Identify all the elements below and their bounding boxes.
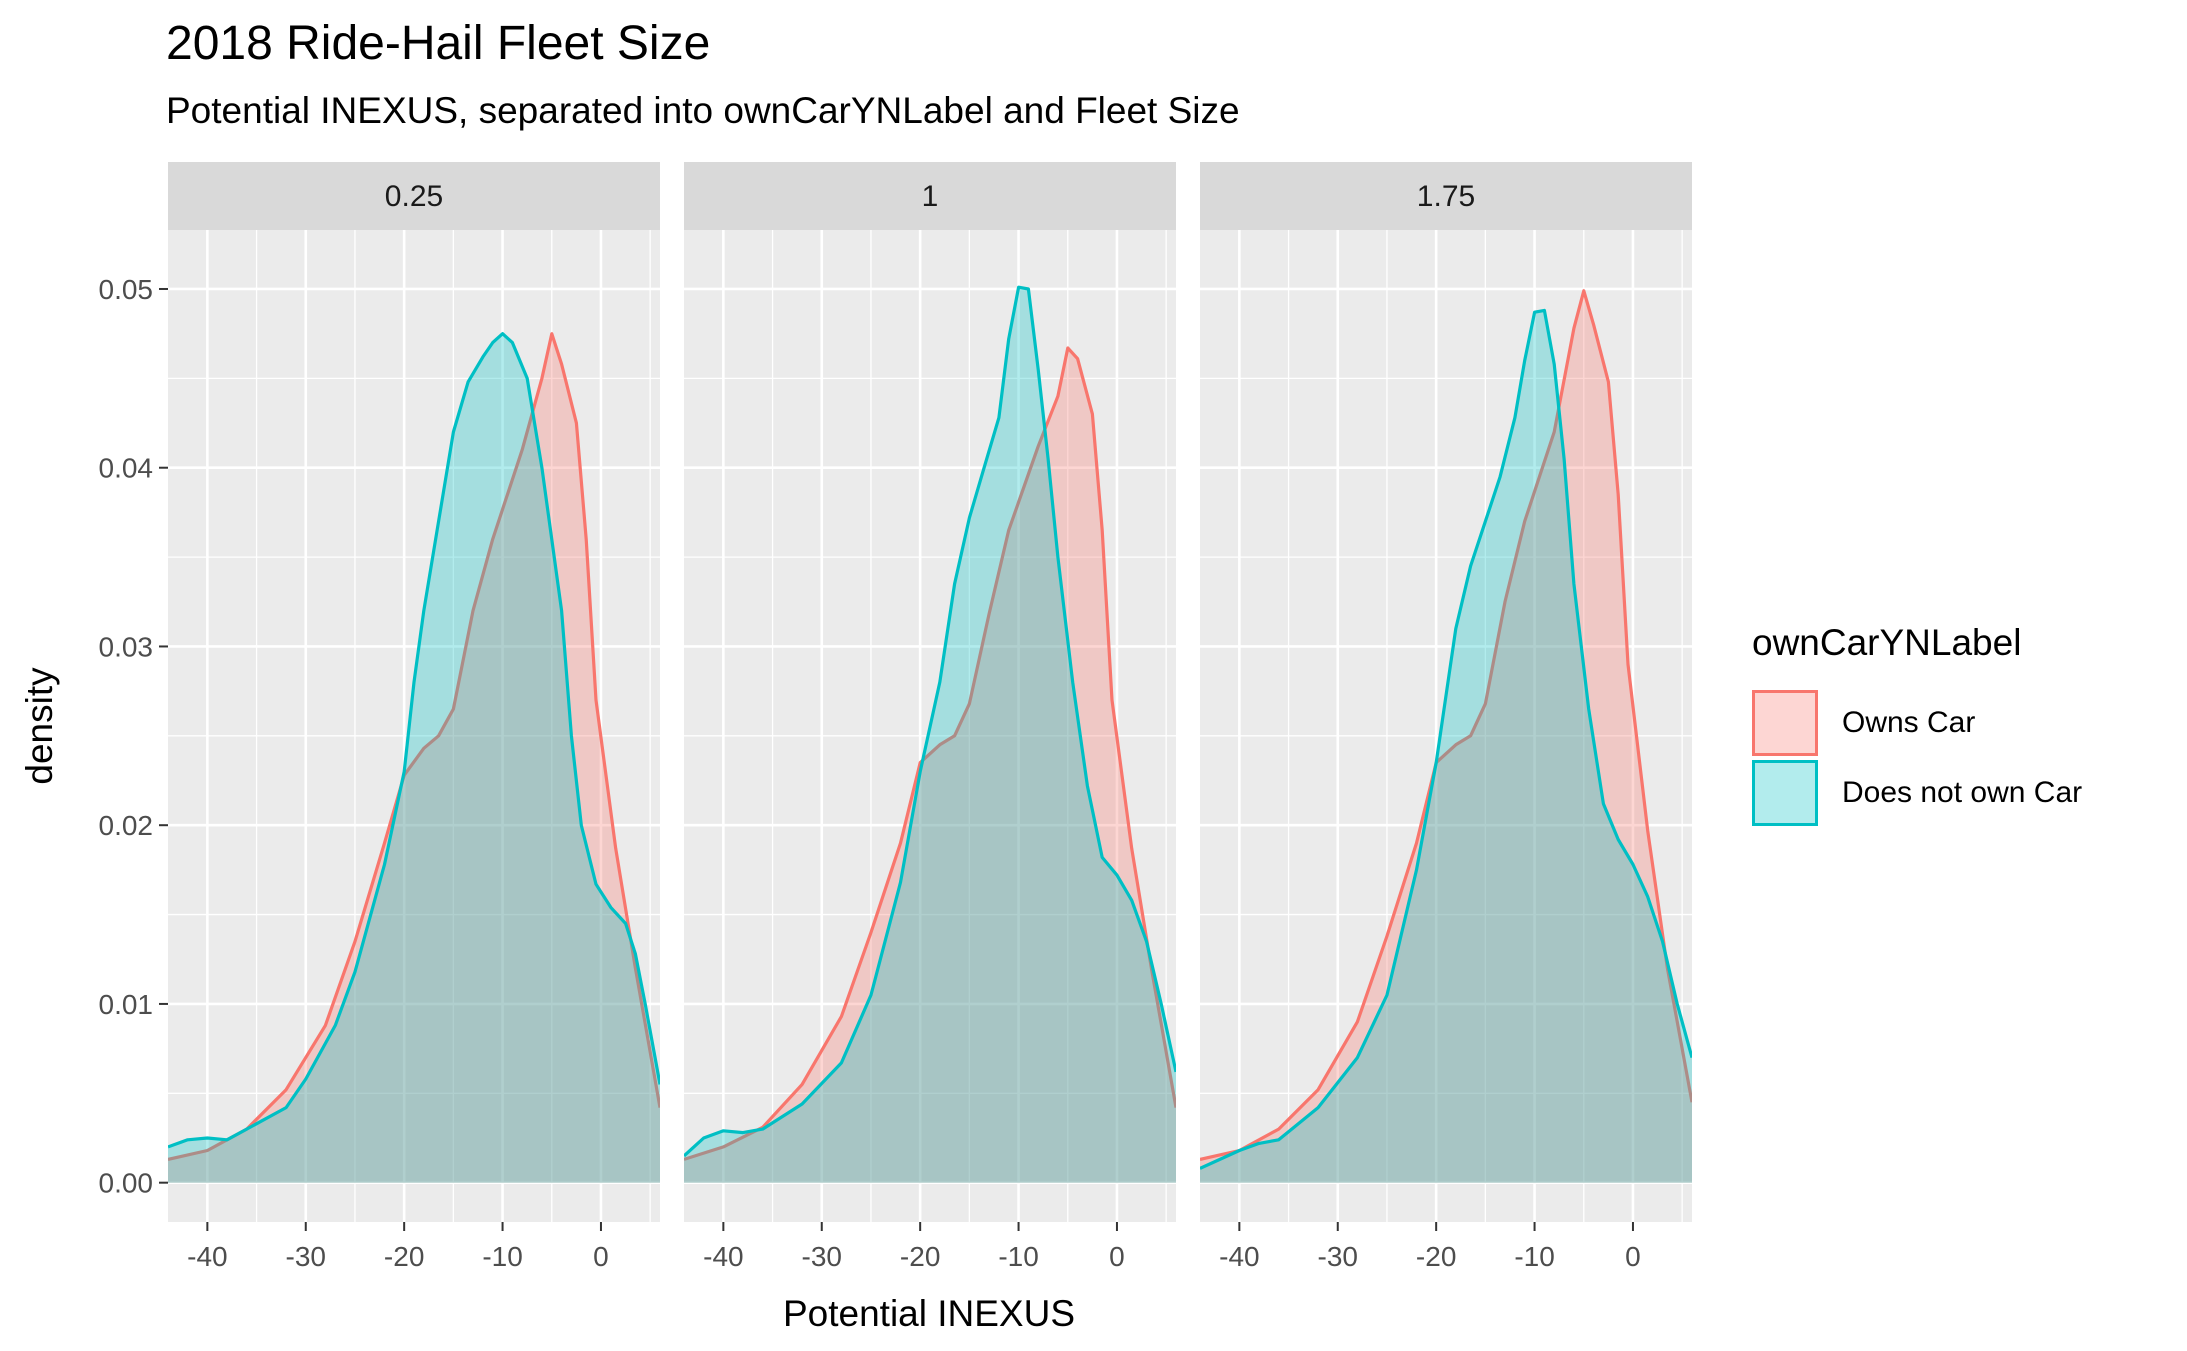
x-tick-label: 0 — [1625, 1241, 1641, 1272]
density-layer — [684, 285, 1176, 1183]
x-tick-label: -10 — [998, 1241, 1038, 1272]
density-line-owns-car — [684, 346, 1176, 1161]
y-tick-label: 0.03 — [99, 631, 154, 662]
density-line-does-not-own-car — [168, 332, 660, 1149]
x-tick-label: -20 — [384, 1241, 424, 1272]
x-tick-label: -40 — [1219, 1241, 1259, 1272]
facet-panel-1.75: 1.75 -40 -30 -20 -10 0 — [1200, 162, 1692, 1272]
x-axis-title: Potential INEXUS — [783, 1293, 1075, 1334]
y-tick-label: 0.02 — [99, 810, 154, 841]
density-layer — [1200, 289, 1692, 1183]
y-tick-label: 0.00 — [99, 1168, 154, 1199]
chart-subtitle: Potential INEXUS, separated into ownCarY… — [166, 90, 1240, 131]
legend-key-does-not-own-car — [1752, 760, 1818, 826]
x-tick-label: -40 — [187, 1241, 227, 1272]
y-tick-label: 0.01 — [99, 989, 154, 1020]
legend-label-does-not-own-car: Does not own Car — [1842, 776, 2083, 809]
y-axis-title: density — [19, 667, 60, 785]
facet-panel-1: 1 -40 -30 -20 -10 0 — [684, 162, 1176, 1272]
facet-strip-label: 1.75 — [1417, 180, 1475, 213]
density-layer — [168, 332, 660, 1183]
chart-title: 2018 Ride-Hail Fleet Size — [166, 17, 711, 70]
density-area-owns-car — [168, 333, 660, 1183]
legend-key-owns-car — [1752, 690, 1818, 756]
density-line-owns-car — [1200, 289, 1692, 1161]
x-tick-label: 0 — [1109, 1241, 1125, 1272]
x-tick-label: -30 — [802, 1241, 842, 1272]
density-area-does-not-own-car — [168, 333, 660, 1183]
legend-item-does-not-own-car: Does not own Car — [1752, 758, 2082, 828]
facet-strip-label: 1 — [922, 180, 939, 213]
x-tick-label: -10 — [482, 1241, 522, 1272]
legend-title: ownCarYNLabel — [1752, 622, 2022, 663]
x-tick-label: -40 — [703, 1241, 743, 1272]
y-tick-label: 0.05 — [99, 274, 154, 305]
y-tick-label: 0.04 — [99, 453, 154, 484]
legend: ownCarYNLabel Owns Car Does not own Car — [1752, 622, 2082, 826]
density-line-does-not-own-car — [684, 285, 1176, 1158]
panel-background — [168, 230, 660, 1222]
facet-panel-0.25: 0.25 -40 -30 -20 -10 0 — [168, 162, 660, 1272]
facet-strip — [1200, 162, 1692, 230]
x-tick-label: 0 — [593, 1241, 609, 1272]
density-line-owns-car — [168, 332, 660, 1161]
legend-item-owns-car: Owns Car — [1752, 688, 1975, 758]
x-tick-label: -30 — [1318, 1241, 1358, 1272]
facet-strip-label: 0.25 — [385, 180, 443, 213]
x-tick-label: -20 — [1416, 1241, 1456, 1272]
density-line-does-not-own-car — [1200, 308, 1692, 1170]
density-area-owns-car — [684, 348, 1176, 1183]
legend-label-owns-car: Owns Car — [1842, 706, 1976, 739]
facet-strip — [684, 162, 1176, 230]
x-tick-label: -20 — [900, 1241, 940, 1272]
facet-strip — [168, 162, 660, 230]
x-tick-label: -30 — [286, 1241, 326, 1272]
x-tick-label: -10 — [1514, 1241, 1554, 1272]
